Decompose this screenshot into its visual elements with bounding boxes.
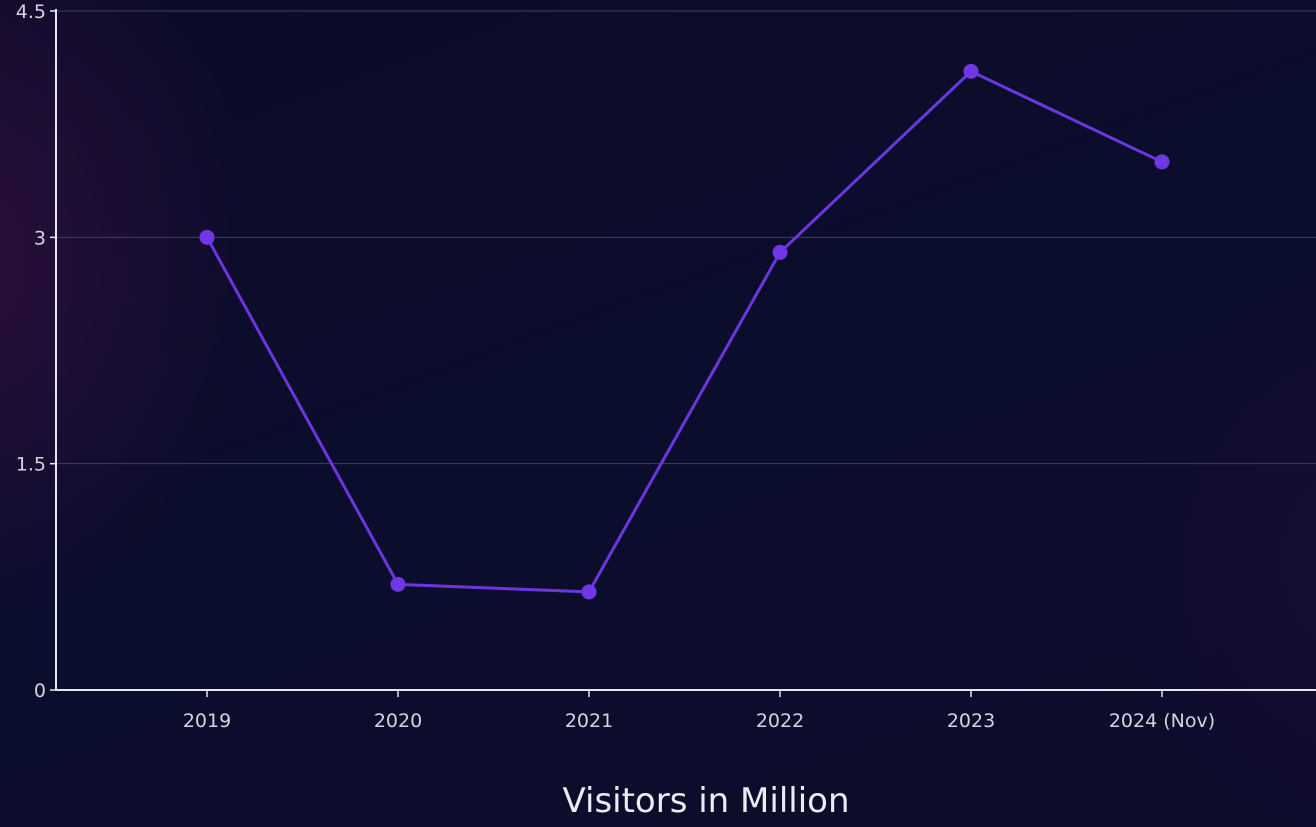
data-point-2022 (772, 244, 788, 260)
x-tick-label: 2021 (565, 710, 613, 732)
data-point-2020 (390, 576, 406, 592)
series-visitors (199, 63, 1170, 600)
x-tick-label: 2019 (183, 710, 231, 732)
chart-title: Visitors in Million (562, 781, 849, 821)
series-line (205, 69, 1164, 594)
data-point-2023 (963, 63, 979, 79)
grid-lines (56, 10, 1316, 465)
x-tick-label: 2022 (756, 710, 804, 732)
tick-labels: 0 1.5 3 4.5 2019 2020 2021 2022 2023 2024 (Nov) (16, 1, 1215, 732)
y-tick-label: 4.5 (16, 1, 46, 23)
y-tick-label: 3 (34, 227, 46, 249)
x-tick-label: 2024 (Nov) (1109, 710, 1215, 732)
x-tick-label: 2020 (374, 710, 422, 732)
data-point-2024 (Nov) (1154, 154, 1170, 170)
axes (50, 9, 1316, 697)
data-point-2021 (581, 584, 597, 600)
data-point-2019 (199, 229, 215, 245)
y-tick-label: 0 (34, 680, 46, 702)
x-tick-label: 2023 (947, 710, 995, 732)
y-tick-label: 1.5 (16, 454, 46, 476)
